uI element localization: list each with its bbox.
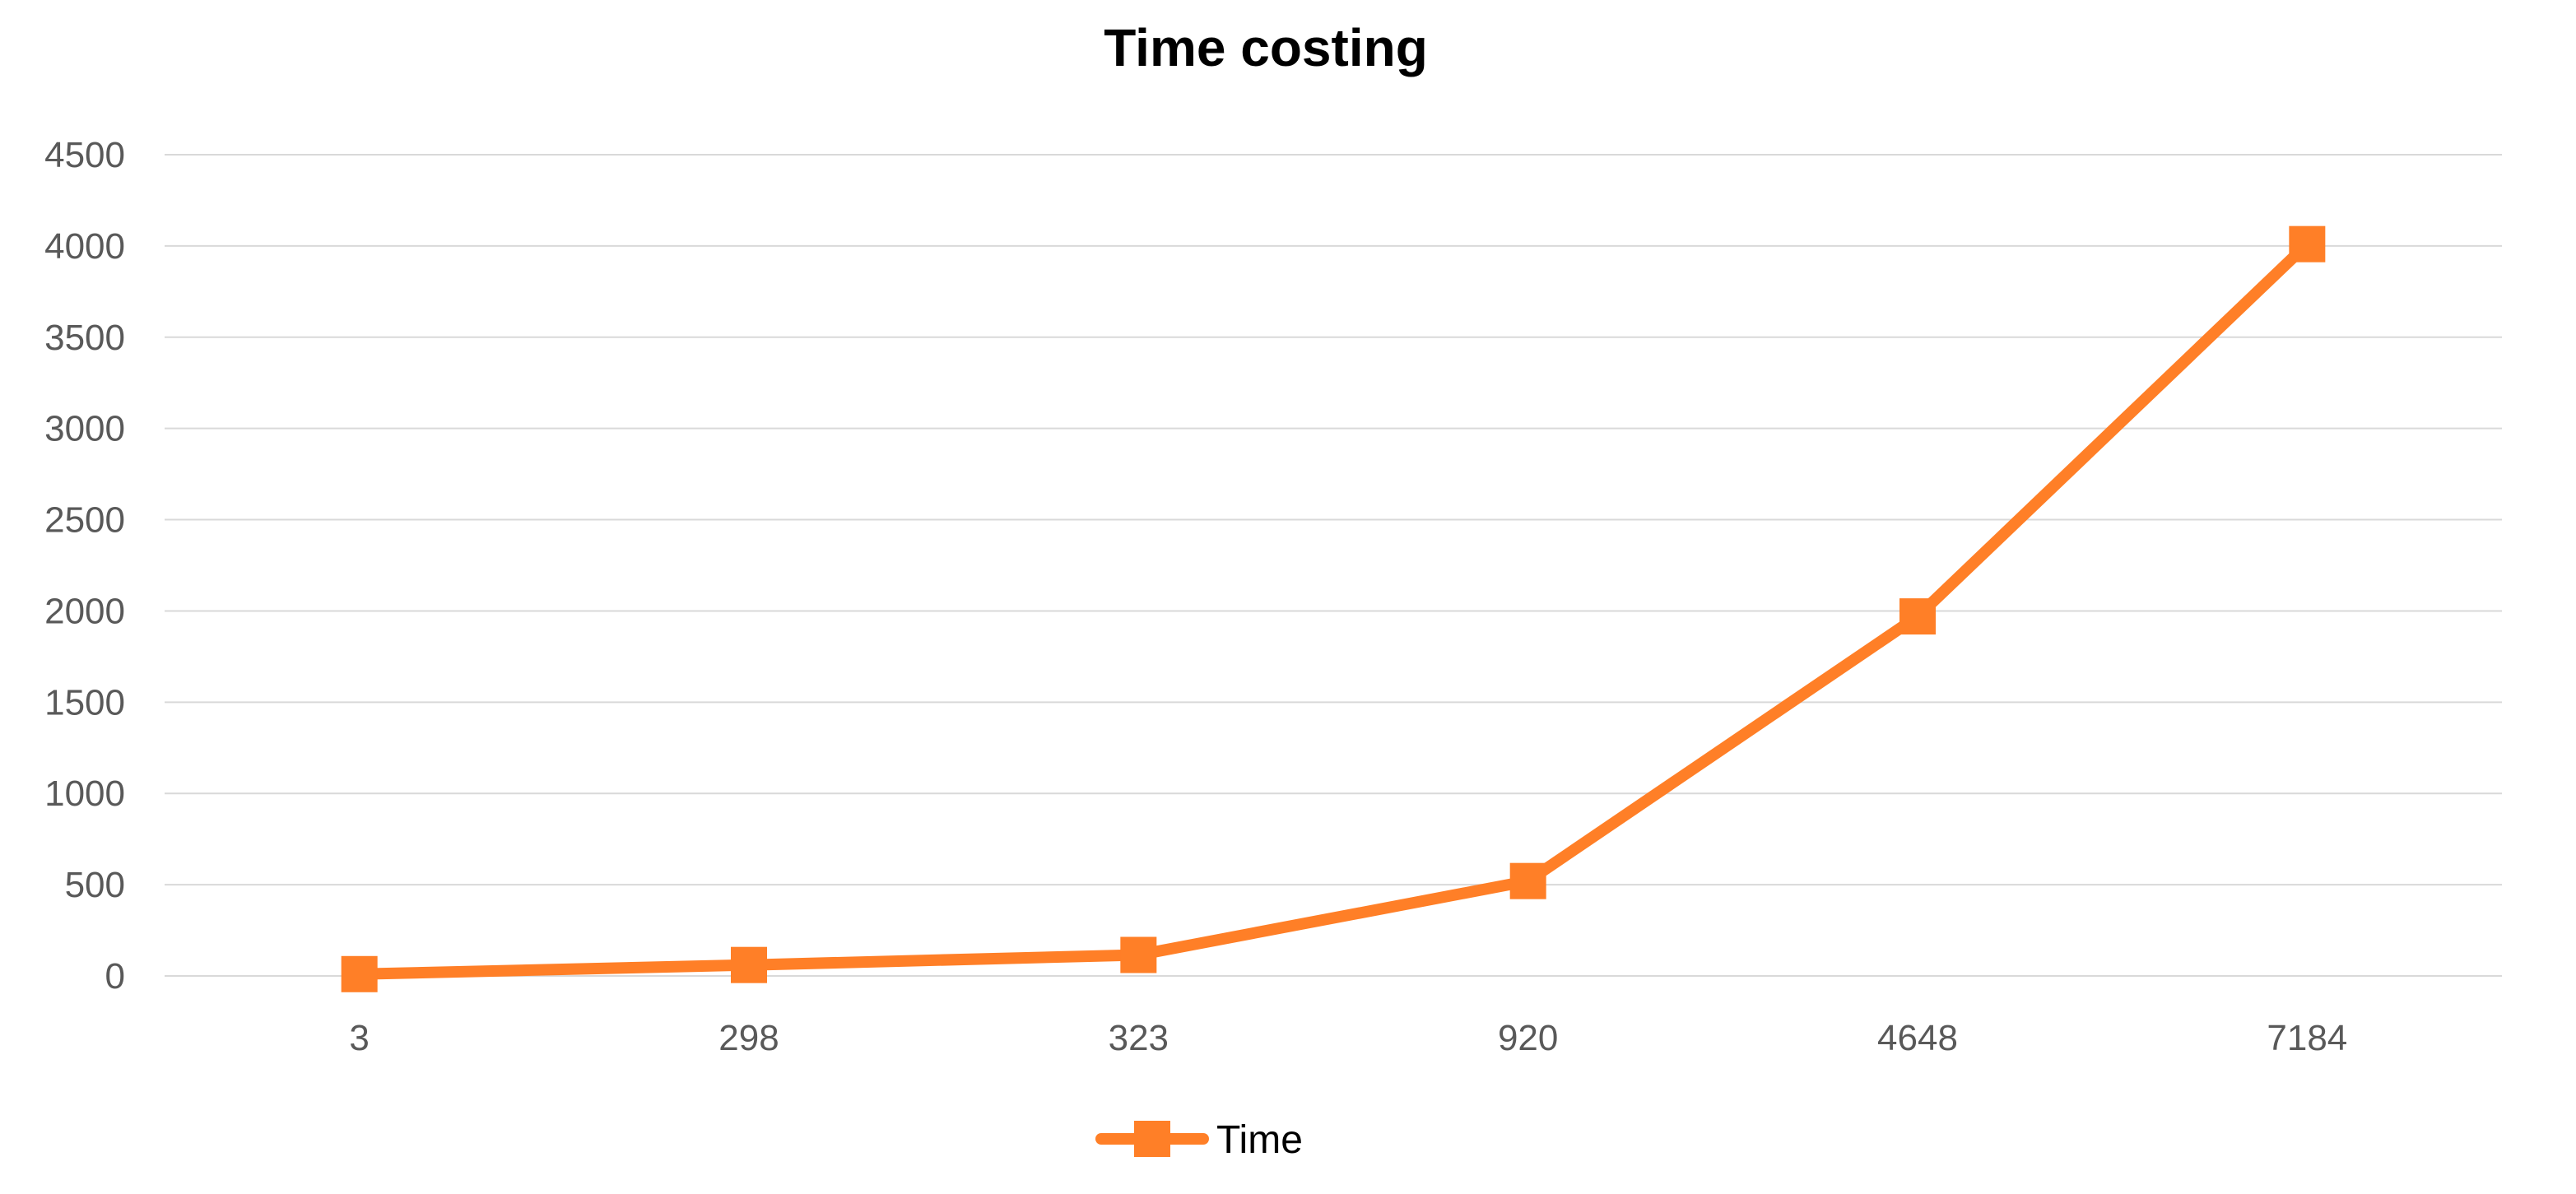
chart-title: Time costing [1104,18,1428,77]
data-point-marker [341,955,378,992]
data-point-marker [731,946,767,983]
data-point-marker [2289,225,2326,262]
x-tick-label: 7184 [2267,1018,2347,1058]
gridlines [165,154,2502,977]
y-tick-label: 1000 [44,774,125,814]
x-axis-ticks: 3 298 323 920 4648 7184 [349,1018,2347,1058]
series-line [353,238,2313,980]
x-tick-label: 920 [1498,1018,1558,1058]
y-tick-label: 4000 [44,226,125,267]
y-tick-label: 3500 [44,318,125,358]
y-axis-ticks: 0 500 1000 1500 2000 2500 3000 3500 4000 4500 [44,135,125,997]
y-tick-label: 4500 [44,135,125,175]
x-tick-label: 298 [718,1018,779,1058]
data-point-marker [1899,598,1936,635]
x-tick-label: 323 [1109,1018,1169,1058]
y-tick-label: 0 [105,956,125,997]
x-tick-label: 3 [349,1018,369,1058]
legend-marker [1134,1121,1170,1157]
data-point-marker [1120,936,1157,973]
y-tick-label: 3000 [44,409,125,449]
legend: Time [1095,1118,1303,1162]
y-tick-label: 2500 [44,500,125,541]
x-tick-label: 4648 [1877,1018,1958,1058]
y-tick-label: 500 [65,865,125,905]
series-layer [341,225,2326,992]
data-point-marker [1509,862,1546,899]
y-tick-label: 2000 [44,591,125,631]
y-tick-label: 1500 [44,682,125,722]
legend-label: Time [1216,1118,1303,1162]
